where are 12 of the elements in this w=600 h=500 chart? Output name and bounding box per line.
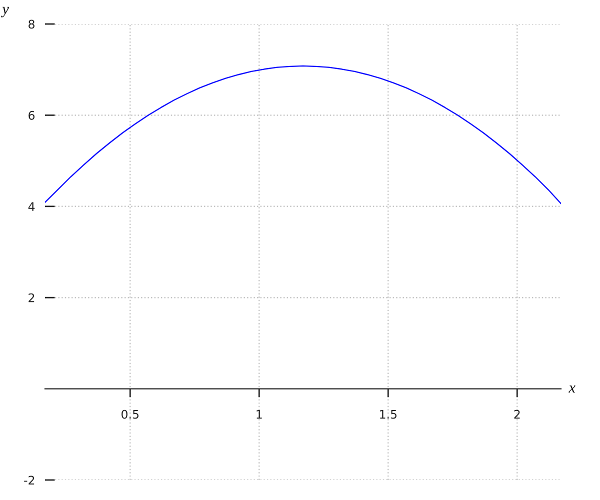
x-tick-label: 1.5 xyxy=(380,410,396,419)
line-series xyxy=(45,65,561,204)
y-tick-label: -2 xyxy=(24,476,34,484)
y-tick-label: 2 xyxy=(28,293,34,302)
y-tick-label: 6 xyxy=(28,110,35,120)
x-axis-title: x xyxy=(568,385,576,392)
y-tick-label: 4 xyxy=(28,202,35,211)
x-tick-label: 1 xyxy=(256,410,262,419)
y-axis-title: y xyxy=(0,6,9,18)
x-tick-label: 0.5 xyxy=(122,410,138,419)
y-tick-label: 8 xyxy=(28,20,34,29)
x-tick-label: 2 xyxy=(514,410,520,419)
